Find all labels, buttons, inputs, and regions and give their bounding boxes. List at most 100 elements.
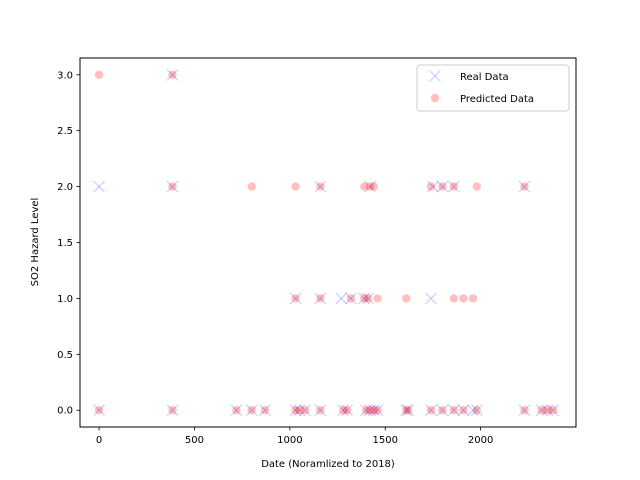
real-data-point xyxy=(436,180,449,193)
real-data-point xyxy=(259,404,271,417)
real-data-point xyxy=(447,404,460,417)
predicted-data-point xyxy=(449,406,459,415)
predicted-data-point xyxy=(94,406,104,415)
predicted-data-point xyxy=(291,182,300,191)
predicted-data-point xyxy=(365,406,375,415)
predicted-data-point xyxy=(403,406,413,415)
predicted-data-point xyxy=(369,406,378,415)
predicted-data-point xyxy=(260,406,270,415)
predicted-data-point xyxy=(346,294,356,303)
real-data-point xyxy=(535,404,548,417)
predicted-data-point xyxy=(459,294,468,303)
predicted-data-point xyxy=(472,406,481,415)
y-tick-label: 2.5 xyxy=(57,126,73,137)
legend-marker-predicted xyxy=(430,93,440,103)
predicted-data-point xyxy=(291,406,300,415)
real-data-point xyxy=(289,404,302,417)
real-data-point xyxy=(426,180,439,193)
real-data-point xyxy=(402,404,415,417)
predicted-data-point xyxy=(426,406,436,415)
predicted-data-point xyxy=(402,294,411,303)
real-data-point xyxy=(360,404,373,417)
predicted-data-point xyxy=(520,406,529,415)
real-data-point xyxy=(166,180,179,193)
real-data-point xyxy=(364,180,376,193)
predicted-data-point xyxy=(300,406,310,415)
predicted-data-point xyxy=(361,406,371,415)
axis-ticks: 0 500 1000 1500 2000 0.0 0.5 1.0 1.5 2.0 2.5 3.0 xyxy=(57,70,493,446)
y-tick-label: 2.0 xyxy=(57,182,73,193)
real-data-point xyxy=(314,292,327,305)
predicted-data-point xyxy=(426,182,436,191)
predicted-data-point xyxy=(373,406,382,415)
predicted-data-point xyxy=(316,294,325,303)
legend-cross-icon xyxy=(429,70,441,82)
predicted-data-point xyxy=(291,294,300,303)
x-tick-label: 1500 xyxy=(373,435,398,446)
real-data-point xyxy=(358,292,371,305)
real-data-point xyxy=(371,404,384,417)
predicted-data-point xyxy=(316,182,325,191)
predicted-data-point xyxy=(339,406,348,415)
predicted-data-point xyxy=(548,406,558,415)
predicted-data-point xyxy=(168,70,177,79)
predicted-data-point xyxy=(168,182,177,191)
real-data-point xyxy=(436,404,449,417)
y-axis-label: SO2 Hazard Level xyxy=(30,198,41,287)
real-data-point xyxy=(344,292,357,305)
real-data-point xyxy=(467,404,479,417)
x-tick-label: 2000 xyxy=(468,435,493,446)
real-data-point xyxy=(166,404,179,417)
predicted-data-point xyxy=(295,406,304,415)
predicted-data-point xyxy=(449,182,459,191)
real-data-point xyxy=(293,404,306,417)
legend-label-predicted: Predicted Data xyxy=(460,94,534,105)
legend: Real Data Predicted Data xyxy=(416,64,570,112)
x-tick-label: 0 xyxy=(96,435,102,446)
predicted-data-point xyxy=(247,406,256,415)
real-data-point xyxy=(400,404,413,417)
real-data-point xyxy=(362,292,374,305)
predicted-data-point xyxy=(468,294,478,303)
real-data-point xyxy=(518,404,531,417)
predicted-data-point xyxy=(342,406,352,415)
real-data-point xyxy=(166,68,179,81)
predicted-data-point xyxy=(360,182,369,191)
real-data-point xyxy=(337,404,350,417)
x-tick-label: 500 xyxy=(185,435,204,446)
x-axis-label: Date (Noramlized to 2018) xyxy=(261,459,395,470)
plot-marks xyxy=(93,68,560,417)
x-tick-label: 1000 xyxy=(277,435,302,446)
real-data-point xyxy=(335,292,348,305)
predicted-data-point xyxy=(520,182,529,191)
legend-dot-icon xyxy=(430,93,440,103)
real-data-point xyxy=(425,404,437,417)
predicted-data-point xyxy=(94,70,104,79)
predicted-data-point xyxy=(316,406,325,415)
real-data-point xyxy=(367,404,380,417)
legend-label-real: Real Data xyxy=(460,72,509,83)
real-data-point xyxy=(541,404,554,417)
predicted-data-point xyxy=(247,182,256,191)
real-data-point xyxy=(299,404,312,417)
series-predicted-data xyxy=(94,70,558,415)
predicted-data-point xyxy=(438,182,447,191)
y-tick-label: 0.5 xyxy=(57,350,73,361)
y-tick-label: 3.0 xyxy=(57,70,73,81)
predicted-data-point xyxy=(363,294,373,303)
predicted-data-point xyxy=(365,182,375,191)
real-data-point xyxy=(289,292,302,305)
predicted-data-point xyxy=(373,294,382,303)
real-data-point xyxy=(518,180,531,193)
predicted-data-point xyxy=(369,182,378,191)
predicted-data-point xyxy=(543,406,552,415)
real-data-point xyxy=(341,404,354,417)
real-data-point xyxy=(93,180,106,193)
legend-marker-real xyxy=(429,70,441,82)
y-tick-label: 1.5 xyxy=(57,238,73,249)
real-data-point xyxy=(230,404,243,417)
real-data-point xyxy=(425,292,437,305)
real-data-point xyxy=(547,404,560,417)
real-data-point xyxy=(457,404,470,417)
